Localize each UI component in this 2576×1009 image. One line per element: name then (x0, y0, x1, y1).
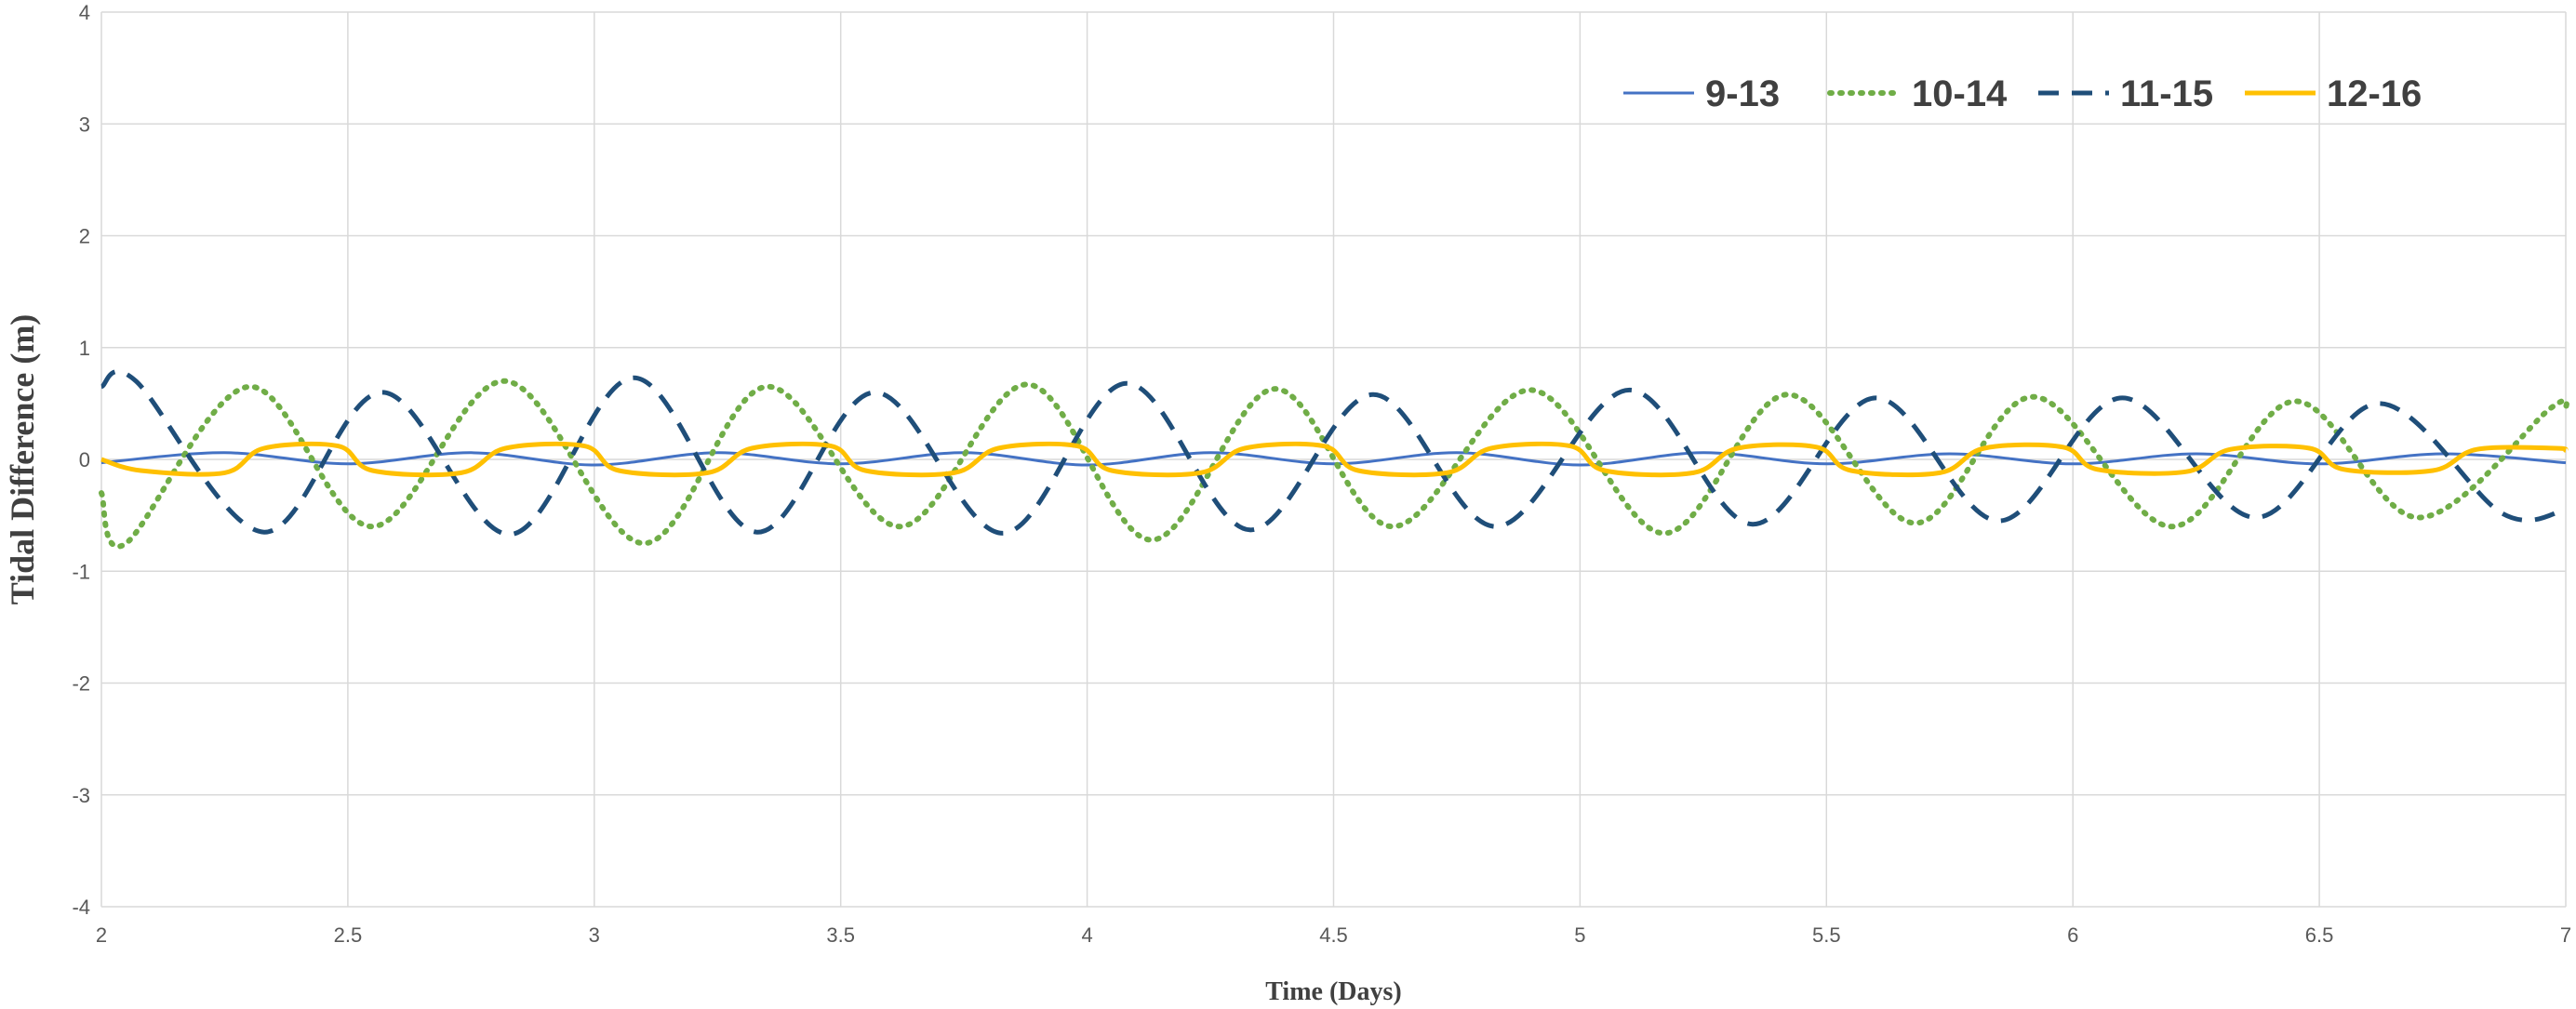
y-tick-label: 0 (79, 448, 90, 471)
x-tick-label: 2.5 (334, 923, 363, 947)
series-line-11-15 (100, 369, 2567, 538)
y-tick-label: -3 (72, 784, 90, 807)
series-line-12-16 (100, 441, 2569, 478)
x-tick-label: 7 (2560, 923, 2571, 947)
series-line-9-13 (100, 451, 2567, 467)
y-axis-title: Tidal Difference (m) (4, 314, 41, 605)
x-tick-label: 3.5 (826, 923, 855, 947)
x-tick-label: 6 (2067, 923, 2078, 947)
x-tick-label: 2 (96, 923, 107, 947)
legend-label-10-14: 10-14 (1912, 73, 2008, 114)
x-axis-title: Time (Days) (1265, 977, 1401, 1006)
y-tick-label: -2 (72, 672, 90, 696)
x-tick-label: 4.5 (1319, 923, 1348, 947)
legend-label-12-16: 12-16 (2327, 73, 2422, 114)
legend-label-11-15: 11-15 (2120, 73, 2213, 114)
y-tick-label: -4 (72, 896, 90, 919)
x-tick-label: 5 (1574, 923, 1585, 947)
y-tick-label: 2 (79, 225, 90, 248)
x-tick-label: 3 (589, 923, 600, 947)
y-tick-label: 1 (79, 337, 90, 360)
x-tick-label: 6.5 (2305, 923, 2334, 947)
legend-label-9-13: 9-13 (1705, 73, 1780, 114)
x-tick-label: 4 (1081, 923, 1092, 947)
y-tick-label: 4 (79, 1, 90, 24)
y-tick-label: -1 (72, 560, 90, 583)
series-line-10-14 (99, 378, 2570, 550)
x-tick-label: 5.5 (1812, 923, 1841, 947)
y-tick-label: 3 (79, 113, 90, 136)
